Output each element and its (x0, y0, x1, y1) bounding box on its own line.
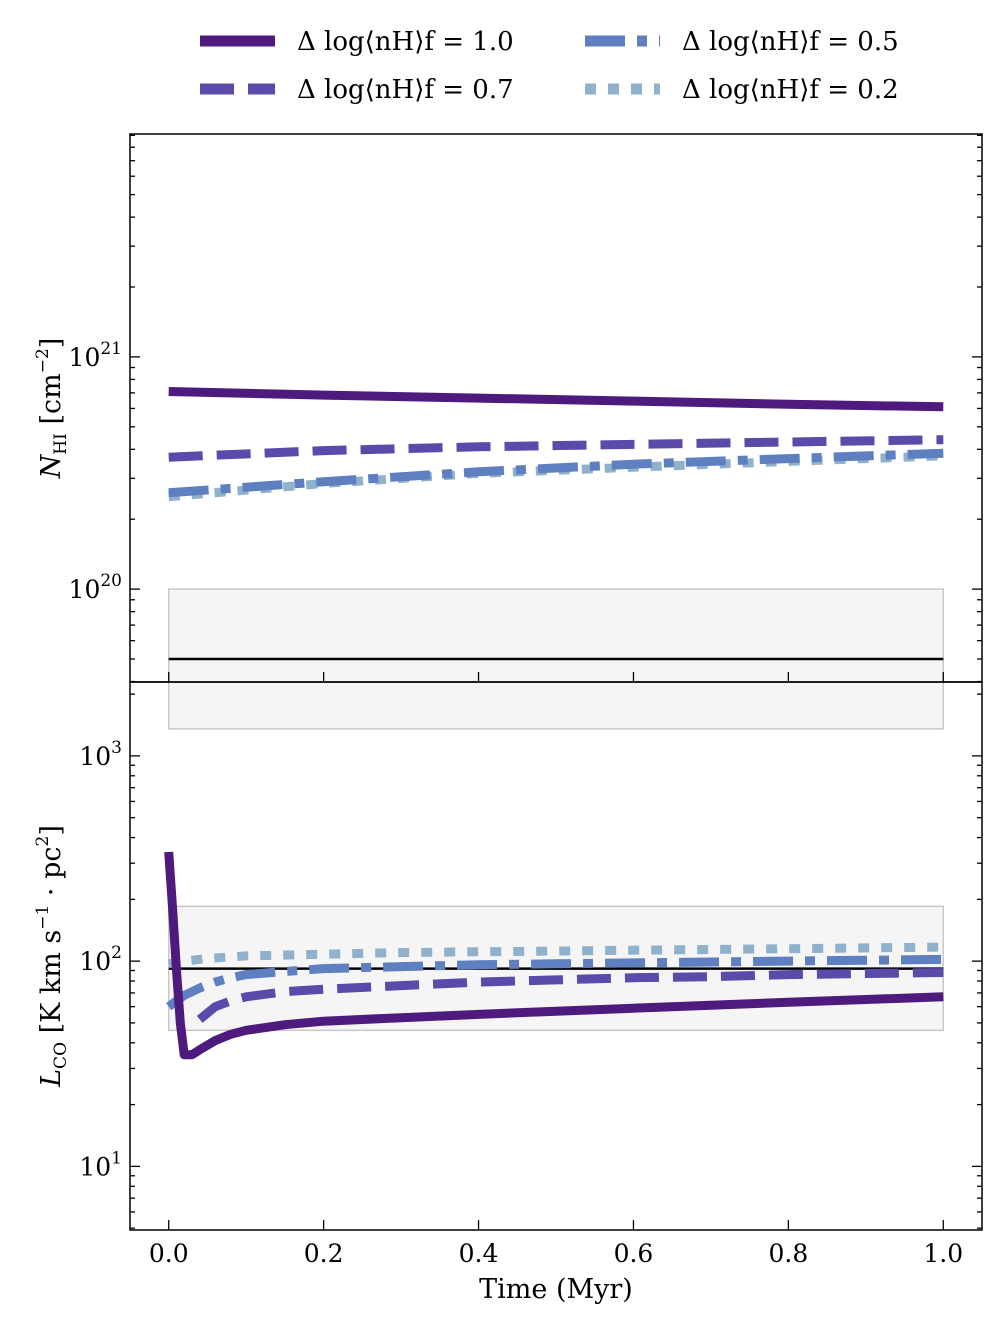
x-tick-label: 0.8 (768, 1239, 808, 1268)
legend-entry: Δ log⟨nH⟩f = 0.2 (585, 75, 899, 105)
series-line (168, 435, 944, 462)
y-axis-title: LCO [K km s−1 · pc2] (33, 825, 71, 1088)
series-line (168, 448, 944, 498)
y-tick-label: 1020 (69, 571, 122, 604)
x-axis-title: Time (Myr) (479, 1274, 633, 1305)
x-tick-label: 1.0 (923, 1239, 963, 1268)
y-tick-label: 103 (79, 738, 122, 771)
x-tick-label: 0.2 (304, 1239, 344, 1268)
legend-entry: Δ log⟨nH⟩f = 1.0 (200, 27, 514, 57)
panel-lco: 101 102 103 LCO [K km s−1 · pc2] (33, 681, 983, 1231)
legend-label: Δ log⟨nH⟩f = 0.5 (682, 27, 899, 57)
legend-entry: Δ log⟨nH⟩f = 0.7 (200, 75, 514, 105)
y-axis-title: NHI [cm−2] (33, 338, 71, 480)
y-tick-label: 1021 (69, 339, 122, 372)
legend-label: Δ log⟨nH⟩f = 0.7 (297, 75, 514, 105)
y-tick-label: 101 (79, 1148, 122, 1181)
panel-frame (129, 681, 983, 1231)
series-line (168, 387, 944, 412)
series-line (166, 954, 944, 1011)
legend: Δ log⟨nH⟩f = 1.0 Δ log⟨nH⟩f = 0.5 Δ log⟨nH… (200, 27, 899, 105)
series-line (168, 451, 944, 502)
x-tick-label: 0.6 (614, 1239, 654, 1268)
legend-label: Δ log⟨nH⟩f = 0.2 (682, 75, 899, 105)
y-tick-label: 102 (79, 943, 122, 976)
legend-label: Δ log⟨nH⟩f = 1.0 (297, 27, 514, 57)
x-tick-label: 0.4 (459, 1239, 499, 1268)
series-line (196, 968, 944, 1023)
legend-entry: Δ log⟨nH⟩f = 0.5 (585, 27, 899, 57)
x-axis: 0.0 0.2 0.4 0.6 0.8 1.0 Time (Myr) (149, 1239, 963, 1305)
x-tick-label: 0.0 (149, 1239, 189, 1268)
series-line (164, 851, 944, 1060)
